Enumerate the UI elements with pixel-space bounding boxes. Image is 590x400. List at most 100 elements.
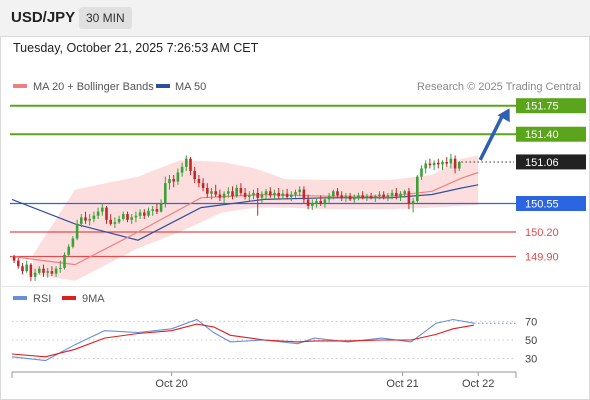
candle-body: [323, 199, 327, 204]
candle-body: [201, 183, 205, 189]
chart-legend: MA 20 + Bollinger Bands MA 50: [13, 81, 206, 93]
candle-body: [184, 158, 188, 167]
candle-body: [163, 183, 167, 204]
candle-body: [205, 188, 209, 194]
candle-body: [130, 217, 134, 220]
candle-body: [424, 163, 428, 169]
candle-body: [331, 191, 335, 197]
ma50-legend-swatch: [156, 84, 170, 88]
candle-body: [365, 196, 369, 198]
candle-body: [29, 264, 33, 277]
candle-body: [210, 191, 213, 194]
credit-text: Research © 2025 Trading Central: [417, 81, 581, 93]
candle-body: [302, 189, 306, 200]
candle-body: [239, 188, 243, 193]
x-tick-label: Oct 20: [155, 378, 187, 390]
candle-body: [243, 192, 247, 197]
level-label: 150.20: [525, 227, 559, 239]
candle-body: [105, 207, 108, 220]
rsi-legend-swatch: [13, 296, 27, 300]
current-price-label: 151.06: [525, 157, 559, 169]
candle-body: [147, 210, 150, 216]
candle-body: [231, 191, 234, 197]
ma50-line: [11, 184, 479, 241]
rsi-ma-legend-swatch: [62, 296, 76, 300]
candle-body: [42, 268, 45, 273]
bollinger-band-area: [33, 155, 479, 281]
key-levels: [10, 104, 516, 258]
ma20-legend-swatch: [13, 84, 27, 88]
candle-body: [84, 217, 87, 221]
candle-body: [298, 189, 302, 193]
projection-arrow-head: [497, 108, 510, 123]
candle-body: [50, 271, 54, 274]
candle-body: [75, 223, 79, 239]
candle-body: [357, 195, 360, 197]
candle-body: [33, 272, 37, 277]
candle-body: [21, 266, 24, 272]
candle-body: [260, 194, 264, 198]
candle-body: [348, 196, 352, 200]
candle-body: [37, 268, 41, 273]
candle-body: [142, 212, 146, 216]
candle-body: [180, 166, 184, 173]
candle-body: [428, 163, 432, 166]
candle-body: [155, 209, 159, 212]
candle-body: [138, 212, 142, 216]
candle-body: [214, 191, 218, 195]
candle-body: [268, 191, 272, 196]
candle-body: [58, 267, 62, 269]
candle-body: [407, 191, 411, 204]
candle-body: [222, 193, 226, 198]
candles: [12, 153, 461, 281]
candle-body: [277, 192, 281, 197]
candle-body: [63, 254, 66, 268]
rsi-ma-legend-label: 9MA: [82, 293, 105, 305]
candle-body: [189, 158, 192, 171]
candle-body: [319, 201, 323, 204]
candle-body: [361, 195, 365, 198]
projection-arrow-shaft: [478, 112, 506, 161]
candle-body: [100, 207, 104, 212]
candle-body: [289, 194, 293, 197]
candle-body: [226, 191, 230, 194]
candle-body: [71, 238, 75, 247]
current-price-tag: [516, 154, 586, 170]
candle-body: [247, 195, 251, 197]
candle-body: [235, 188, 239, 197]
level-label: 151.75: [525, 101, 559, 113]
candle-body: [197, 179, 201, 184]
chart-header: USD/JPY 30 MIN: [0, 0, 590, 36]
candle-body: [25, 264, 29, 272]
candle-body: [369, 196, 373, 198]
candle-body: [117, 218, 121, 223]
rsi-ma-line: [11, 323, 475, 358]
candle-body: [310, 203, 314, 206]
candle-body: [403, 191, 407, 194]
rsi-panel: 70 50 30: [11, 316, 537, 366]
candle-body: [96, 211, 100, 216]
x-axis: Oct 20 Oct 21 Oct 22: [11, 371, 517, 390]
candle-body: [306, 199, 310, 206]
candle-body: [109, 219, 113, 224]
ma50-legend-label: MA 50: [175, 81, 206, 93]
x-tick-label: Oct 22: [462, 378, 494, 390]
candle-body: [386, 195, 390, 197]
candle-body: [16, 260, 20, 267]
rsi-tick-label: 50: [525, 335, 537, 347]
candle-body: [415, 176, 419, 202]
level-label: 151.40: [525, 129, 559, 141]
candle-body: [113, 222, 117, 224]
rsi-tick-label: 70: [525, 316, 537, 328]
candle-body: [432, 162, 436, 166]
candle-body: [264, 191, 268, 195]
candle-body: [336, 191, 339, 196]
level-label: 149.90: [525, 251, 559, 263]
rsi-tick-label: 30: [525, 354, 537, 366]
candle-body: [281, 193, 285, 197]
candle-body: [193, 170, 197, 180]
support-level-tag: [516, 196, 586, 212]
timeframe-selector[interactable]: 30 MIN: [79, 7, 132, 29]
level-label: 150.55: [525, 199, 559, 211]
